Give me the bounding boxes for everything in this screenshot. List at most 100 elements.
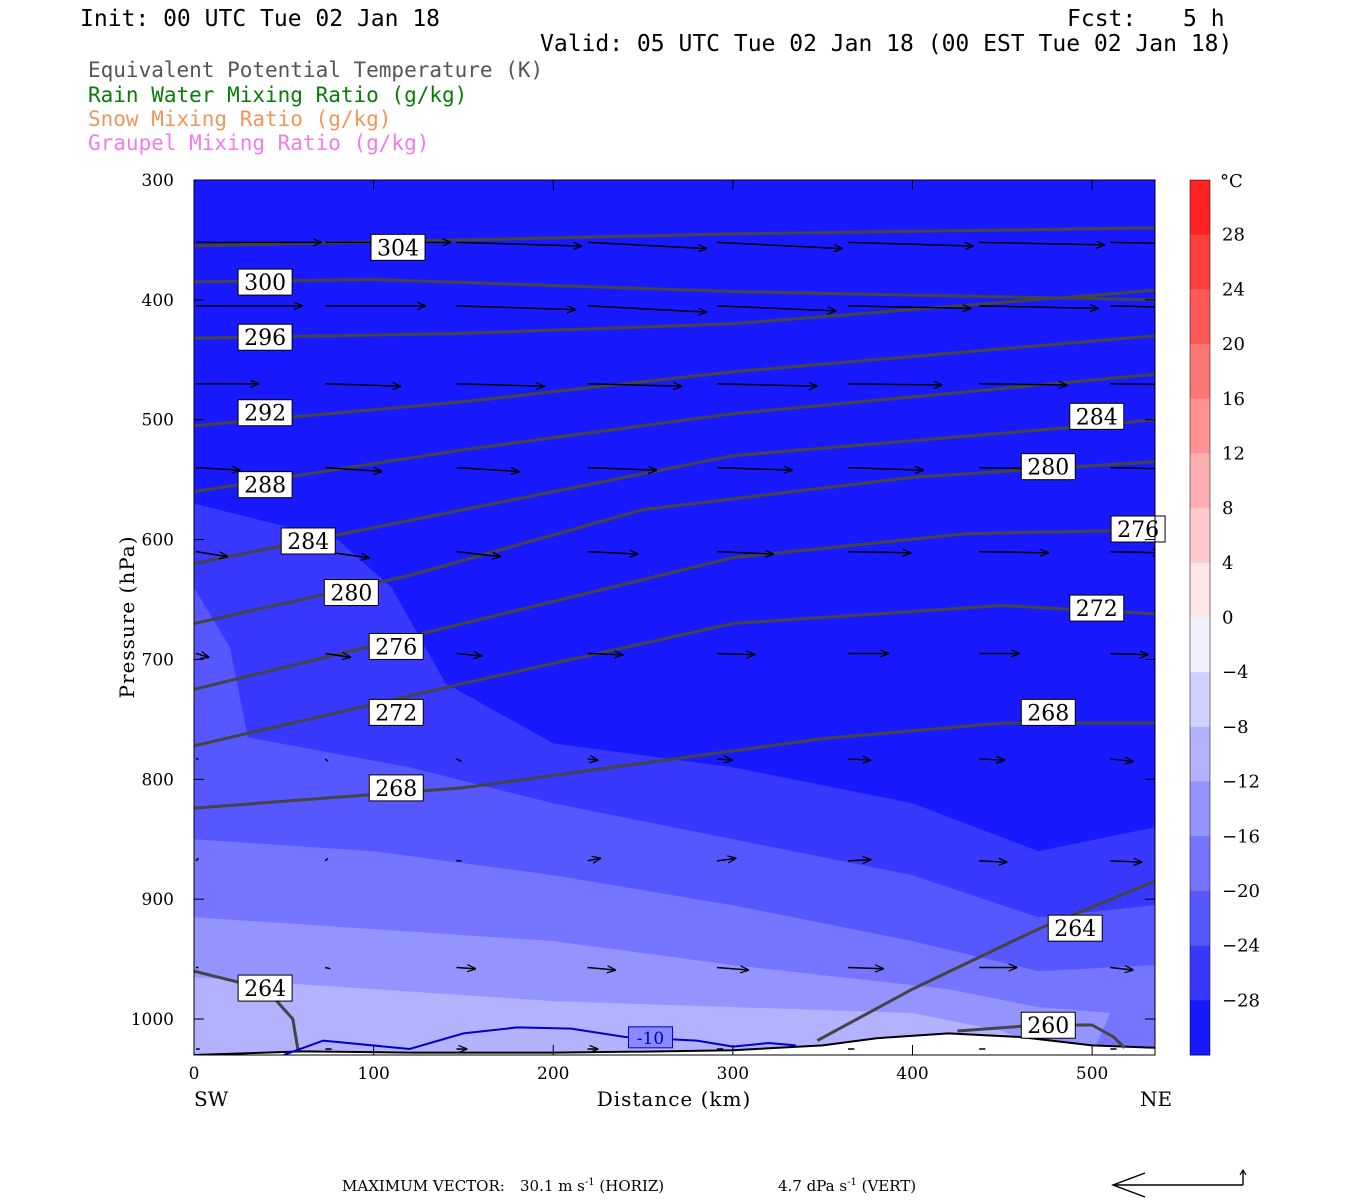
wind-vector-0-2 bbox=[456, 241, 581, 246]
wind-vectors bbox=[195, 241, 1155, 1049]
horiz-unit: m s bbox=[558, 1177, 585, 1195]
theta-e-label-1-box bbox=[237, 268, 293, 296]
x-tick-label-100: 100 bbox=[357, 1064, 389, 1084]
temp-contour-minus10-line bbox=[283, 1026, 796, 1055]
theta-e-260-line-12 bbox=[957, 1023, 1126, 1049]
valid-time: Valid: 05 UTC Tue 02 Jan 18 (00 EST Tue … bbox=[540, 31, 1233, 57]
colorbar-swatch-1 bbox=[1190, 234, 1210, 290]
colorbar-swatch-3 bbox=[1190, 344, 1210, 400]
theta-e-label-8: 272 bbox=[375, 701, 417, 726]
y-tick-label-800: 800 bbox=[142, 770, 174, 790]
colorbar-swatch-5 bbox=[1190, 453, 1210, 509]
contour-labels: 304 300 296 292 288 284 284 280 280 276 276 272 272 2… bbox=[237, 233, 1166, 1049]
theta-e-label2-5: 284 bbox=[1076, 405, 1118, 430]
temp-band-5 bbox=[194, 977, 1057, 1055]
wind-vector-8-5 bbox=[848, 968, 883, 969]
theta-e-288-line-4 bbox=[194, 372, 1155, 494]
wind-vector-7-3 bbox=[587, 858, 601, 861]
colorbar-label-24: 24 bbox=[1222, 279, 1245, 300]
colorbar-swatch-11 bbox=[1190, 781, 1210, 837]
wind-vector-2-7 bbox=[1110, 383, 1155, 386]
reference-vector-vert-head bbox=[1239, 1168, 1247, 1176]
wind-vector-7-0 bbox=[195, 857, 200, 862]
colorbar-label-8: 8 bbox=[1222, 498, 1233, 519]
x-left-endpoint: SW bbox=[194, 1087, 229, 1111]
theta-e-label2-9: 268 bbox=[1027, 701, 1069, 726]
wind-vector-5-1 bbox=[325, 653, 350, 657]
x-axis-title: Distance (km) bbox=[597, 1087, 752, 1111]
y-axis-title: Pressure (hPa) bbox=[115, 536, 139, 699]
wind-vector-3-7 bbox=[1110, 466, 1155, 470]
colorbar-swatch-10 bbox=[1190, 726, 1210, 783]
theta-e-label-6: 280 bbox=[330, 582, 372, 607]
horiz-exp: -1 bbox=[584, 1177, 595, 1188]
axes: 0 100 200 300 400 500 300 400 500 600 700 800 900 100… bbox=[131, 171, 1155, 1084]
theta-e-label2-7: 276 bbox=[1117, 518, 1159, 543]
wind-vector-4-3 bbox=[587, 552, 638, 555]
wind-vector-3-2 bbox=[456, 468, 519, 472]
temp-contour-minus10-label: -10 bbox=[637, 1029, 664, 1049]
horiz-value: 30.1 bbox=[520, 1177, 554, 1195]
theta-e-label2-9-box bbox=[1020, 698, 1076, 726]
colorbar-swatch-8 bbox=[1190, 617, 1210, 673]
wind-vector-2-2 bbox=[456, 384, 544, 387]
theta-e-label-5: 284 bbox=[287, 530, 329, 555]
y-tick-label-600: 600 bbox=[142, 531, 174, 551]
theta-e-label2-5-box bbox=[1069, 402, 1125, 430]
wind-vector-6-1 bbox=[324, 758, 329, 762]
theta-e-label-9-box bbox=[368, 774, 424, 802]
theta-e-label-2-box bbox=[237, 323, 293, 351]
theta-e-label-7-box bbox=[368, 632, 424, 660]
wind-vector-3-3 bbox=[587, 468, 657, 471]
max-vector-label: MAXIMUM VECTOR: bbox=[342, 1177, 505, 1195]
reference-vector-head bbox=[1111, 1172, 1146, 1198]
wind-vector-5-7 bbox=[1110, 653, 1148, 654]
wind-vector-6-4 bbox=[716, 759, 732, 760]
theta-e-label-11: 264 bbox=[1054, 917, 1096, 942]
y-tick-label-500: 500 bbox=[142, 411, 174, 431]
y-tick-label-900: 900 bbox=[142, 890, 174, 910]
theta-e-label-9: 268 bbox=[375, 777, 417, 802]
wind-vector-1-2 bbox=[456, 305, 575, 310]
x-tick-label-0: 0 bbox=[189, 1064, 200, 1084]
theta-e-label2-6-box bbox=[1020, 453, 1076, 481]
max-horiz-value: 30.1 m s-1 (HORIZ) bbox=[520, 1177, 664, 1195]
theta-e-label-7: 276 bbox=[375, 635, 417, 660]
colorbar-swatch-12 bbox=[1190, 836, 1210, 892]
legend-theta-e: Equivalent Potential Temperature (K) bbox=[88, 58, 544, 82]
theta-e-label-2: 296 bbox=[244, 326, 286, 351]
colorbar-label-28: 28 bbox=[1222, 225, 1245, 246]
wind-vector-2-3 bbox=[587, 384, 682, 387]
wind-vector-4-2 bbox=[456, 550, 500, 557]
y-tick-label-1000: 1000 bbox=[131, 1010, 174, 1030]
y-tick-label-400: 400 bbox=[142, 291, 174, 311]
x-tick-label-300: 300 bbox=[717, 1064, 749, 1084]
wind-vector-1-7 bbox=[1110, 305, 1155, 308]
colorbar-label-4: 4 bbox=[1222, 553, 1233, 574]
colorbar-frame bbox=[1189, 179, 1211, 1056]
wind-vector-0-3 bbox=[587, 241, 707, 248]
wind-vector-4-6 bbox=[979, 552, 1048, 553]
colorbar-label--20: −20 bbox=[1222, 881, 1260, 902]
y-tick-label-700: 700 bbox=[142, 650, 174, 670]
theta-e-label-6-box bbox=[323, 579, 379, 607]
theta-e-label-0: 304 bbox=[377, 236, 419, 261]
theta-e-label-3: 292 bbox=[244, 402, 286, 427]
wind-vector-3-4 bbox=[716, 468, 792, 471]
wind-vector-0-7 bbox=[1110, 241, 1155, 244]
wind-vector-0-6 bbox=[979, 242, 1104, 245]
theta-e-label-4-box bbox=[237, 471, 293, 499]
reference-vector bbox=[1111, 1168, 1247, 1198]
theta-e-label2-7-box bbox=[1110, 515, 1166, 543]
legend-snow: Snow Mixing Ratio (g/kg) bbox=[88, 107, 392, 131]
horiz-tag: (HORIZ) bbox=[599, 1177, 665, 1195]
wind-vector-8-3 bbox=[587, 968, 616, 971]
temperature-shading bbox=[194, 180, 1155, 1055]
forecast-label: Fcst: bbox=[1067, 6, 1137, 32]
theta-e-label-4: 288 bbox=[244, 474, 286, 499]
x-tick-label-500: 500 bbox=[1076, 1064, 1108, 1084]
colorbar-unit: °C bbox=[1220, 171, 1243, 192]
theta-e-264-line-11 bbox=[816, 879, 1155, 1042]
wind-vector-8-4 bbox=[716, 968, 748, 971]
